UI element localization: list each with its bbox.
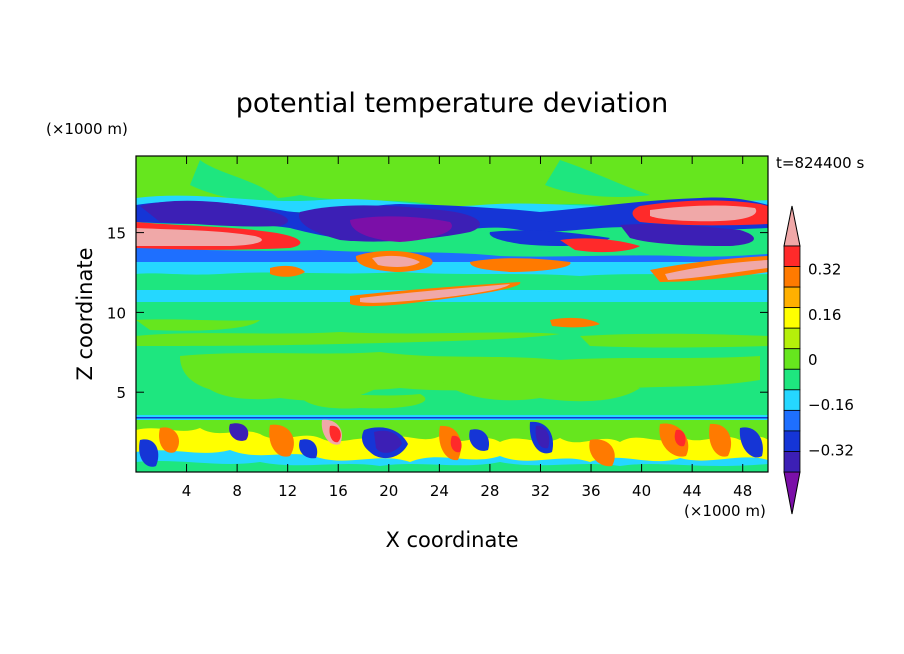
colorbar-arrow-top xyxy=(783,205,801,247)
colorbar-swatch xyxy=(783,327,801,350)
colorbar-swatch xyxy=(783,286,801,309)
x-tick-label: 20 xyxy=(379,482,398,500)
contour-pink-patch-a xyxy=(372,255,420,267)
contour-pink-layer-11 xyxy=(360,284,510,303)
y-tick-label: 15 xyxy=(107,225,126,243)
contour-midgreen-f xyxy=(440,376,640,402)
contour-bottom-orange-d xyxy=(589,439,615,467)
x-tick-label: 36 xyxy=(581,482,600,500)
contour-orange-patch-e xyxy=(550,317,600,328)
contour-bottom-orange-b xyxy=(269,424,294,457)
contour-bottom-blue-e xyxy=(469,429,490,451)
contour-bottom-red-b xyxy=(450,435,462,453)
colorbar-label: −0.32 xyxy=(808,441,854,459)
contour-field xyxy=(136,156,768,472)
colorbar-swatch xyxy=(783,389,801,411)
contour-orange-patch-d xyxy=(270,265,305,277)
colorbar-label: −0.16 xyxy=(808,396,854,414)
colorbar-swatch xyxy=(783,266,801,288)
contour-midgreen-c xyxy=(580,333,768,348)
x-tick-label: 32 xyxy=(531,482,550,500)
x-tick-label: 12 xyxy=(278,482,297,500)
colorbar-swatch xyxy=(783,430,801,452)
contour-midgreen-g xyxy=(300,394,426,409)
contour-green-a xyxy=(190,160,280,202)
contour-blue-strip-14 xyxy=(136,248,768,264)
x-tick-label: 40 xyxy=(632,482,651,500)
x-unit-label: (×1000 m) xyxy=(684,502,766,520)
x-tick-label: 44 xyxy=(683,482,702,500)
colorbar-swatch xyxy=(783,348,801,370)
contour-bottom-red-a xyxy=(329,425,341,443)
x-tick-label: 48 xyxy=(733,482,752,500)
contour-bottom-blue-f xyxy=(299,439,318,459)
contour-bottom-green xyxy=(136,461,768,472)
contour-green-b xyxy=(545,160,650,197)
x-tick-label: 8 xyxy=(232,482,242,500)
contour-red-patch-a xyxy=(560,238,640,253)
contour-orange-patch-b xyxy=(470,258,571,272)
contour-bottom-orange-f xyxy=(709,423,732,457)
colorbar-swatch xyxy=(783,451,801,473)
contour-bottom-blue-a xyxy=(139,439,159,467)
colorbar-swatch xyxy=(783,409,801,432)
contour-bottom-purple-a xyxy=(229,423,249,441)
contour-bottom-purple-b xyxy=(374,430,402,453)
colorbar-swatch xyxy=(783,245,801,267)
contour-midgreen-b xyxy=(136,332,560,346)
contour-blue-line-3_5 xyxy=(136,417,768,419)
contour-purple-band-16-right xyxy=(620,223,754,246)
contour-purple-core xyxy=(350,216,452,242)
y-axis-label: Z coordinate xyxy=(73,247,97,380)
colorbar: 0.32 0.16 0 −0.16 −0.32 xyxy=(783,205,854,515)
colorbar-label: 0.16 xyxy=(808,306,841,324)
contour-bottom-purple-c xyxy=(535,425,550,449)
contour-midgreen-e xyxy=(200,376,380,401)
x-tick-label: 4 xyxy=(182,482,192,500)
colorbar-arrow-bottom xyxy=(783,471,801,515)
contour-purple-band-16-left xyxy=(140,200,289,227)
y-unit-label: (×1000 m) xyxy=(46,120,128,138)
contour-pink-band-15-right xyxy=(650,205,757,222)
y-tick-label: 5 xyxy=(116,384,126,402)
x-tick-label: 28 xyxy=(480,482,499,500)
colorbar-label: 0 xyxy=(808,351,818,369)
contour-bottom-blue-d xyxy=(739,427,763,458)
contour-midgreen-a xyxy=(136,319,260,331)
y-axis-ticks: 5 10 15 xyxy=(107,225,768,402)
contour-bottom-orange-a xyxy=(159,427,180,453)
colorbar-swatch xyxy=(783,368,801,391)
contour-bottom-red-c xyxy=(674,429,686,447)
colorbar-label: 0.32 xyxy=(808,261,841,279)
chart-title: potential temperature deviation xyxy=(236,88,668,119)
contour-pink-patch-c xyxy=(665,260,768,280)
colorbar-swatch xyxy=(783,307,801,329)
x-axis-ticks: 4 8 12 16 20 24 28 32 36 40 44 48 xyxy=(182,156,752,500)
x-axis-label: X coordinate xyxy=(385,528,518,552)
x-tick-label: 16 xyxy=(329,482,348,500)
time-label: t=824400 s xyxy=(776,154,864,172)
y-tick-label: 10 xyxy=(107,304,126,322)
contour-pink-band-15-left xyxy=(136,228,262,246)
x-tick-label: 24 xyxy=(430,482,449,500)
plot-frame xyxy=(135,155,769,473)
